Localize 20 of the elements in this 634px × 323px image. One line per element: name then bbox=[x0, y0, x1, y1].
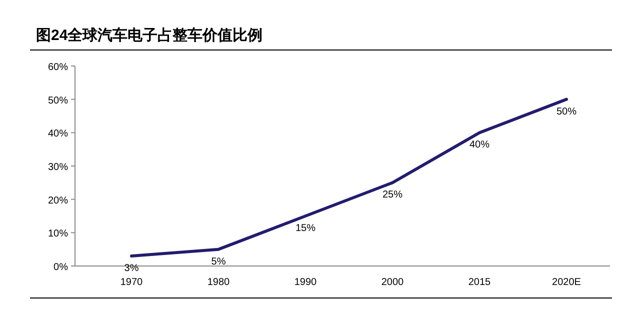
data-label: 50% bbox=[556, 106, 577, 118]
x-tick-label: 2000 bbox=[381, 277, 404, 288]
y-tick-label: 20% bbox=[48, 195, 68, 206]
data-label: 25% bbox=[382, 190, 403, 201]
data-label: 5% bbox=[211, 256, 226, 268]
x-tick-label: 1970 bbox=[120, 277, 144, 288]
y-tick-label: 0% bbox=[54, 262, 68, 273]
y-tick-label: 60% bbox=[48, 62, 68, 73]
x-tick-label: 1980 bbox=[207, 277, 230, 288]
chart-title: 图24全球汽车电子占整车价值比例 bbox=[36, 26, 263, 44]
x-tick-label: 2015 bbox=[468, 277, 492, 288]
x-tick-label: 2020E bbox=[552, 277, 582, 288]
y-tick-label: 40% bbox=[48, 128, 68, 140]
y-tick-label: 30% bbox=[48, 162, 68, 173]
x-tick-label: 1990 bbox=[294, 277, 318, 288]
y-tick-label: 10% bbox=[48, 228, 68, 240]
data-label: 15% bbox=[295, 223, 316, 234]
data-label: 40% bbox=[469, 140, 490, 151]
y-tick-label: 50% bbox=[48, 95, 68, 106]
data-label: 3% bbox=[124, 263, 139, 274]
